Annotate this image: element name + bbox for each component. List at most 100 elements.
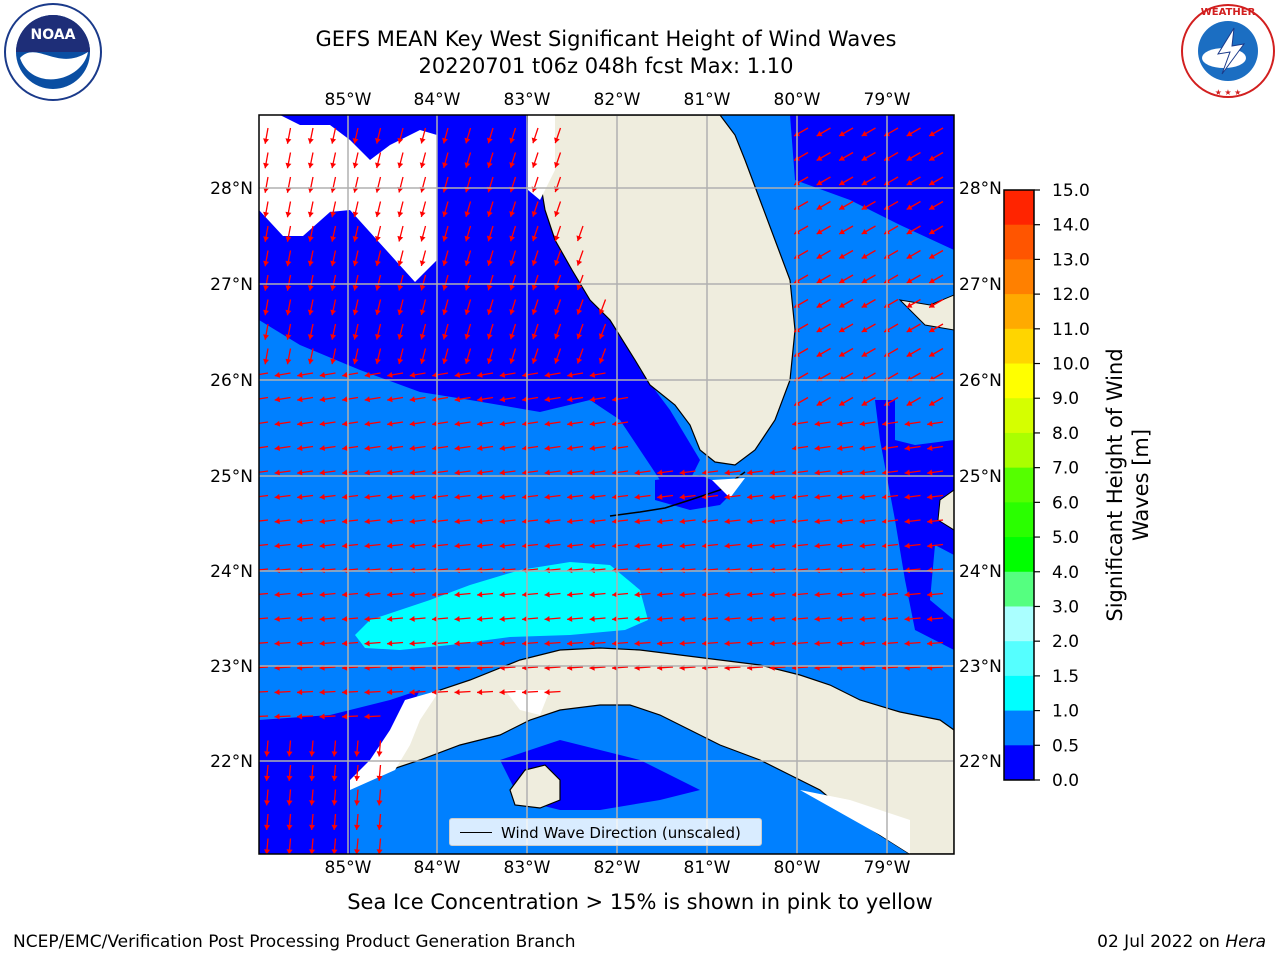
wave-direction-arrowhead	[882, 420, 888, 427]
wave-direction-arrowhead	[814, 493, 820, 500]
colorbar-tick-label: 1.0	[1052, 702, 1079, 722]
wave-band-00-05-northeast	[790, 115, 954, 250]
wave-direction-arrowhead	[554, 210, 560, 217]
wave-direction-arrowhead	[252, 640, 257, 646]
wave-direction-arrowhead	[286, 849, 293, 854]
wave-direction-arrowhead	[531, 357, 538, 364]
wave-direction-arrowhead	[374, 211, 381, 218]
wave-direction-arrowhead	[679, 615, 685, 622]
wave-direction-arrowhead	[747, 640, 753, 647]
wave-direction-arrowhead	[612, 640, 618, 647]
wave-direction-arrowhead	[679, 518, 685, 525]
wave-direction-arrowhead	[477, 518, 483, 525]
wave-direction-arrowhead	[409, 689, 415, 696]
wave-direction-arrowhead	[285, 138, 292, 144]
wave-direction-arrowhead	[499, 371, 506, 378]
wave-direction-arrowhead	[252, 396, 257, 402]
wave-direction-arrowhead	[904, 640, 910, 647]
wave-direction-arrowhead	[486, 284, 493, 291]
colorbar-tick-label: 12.0	[1052, 285, 1090, 305]
wave-direction-arrowhead	[387, 542, 393, 549]
wave-direction-arrowhead	[499, 445, 506, 452]
wave-direction-arrowhead	[374, 358, 381, 365]
wave-direction-arrowhead	[837, 493, 843, 500]
wave-direction-arrowhead	[297, 420, 303, 427]
wave-direction-arrowhead	[859, 591, 865, 598]
wave-direction-arrowhead	[297, 493, 303, 500]
colorbar-segment	[1004, 432, 1034, 469]
wave-direction-arrowhead	[816, 228, 823, 235]
map-frame	[258, 114, 955, 855]
wave-direction-arrowhead	[612, 445, 618, 452]
wave-direction-arrowhead	[567, 469, 573, 476]
wave-direction-arrowhead	[861, 400, 868, 406]
lon-label: 84°W	[414, 858, 461, 878]
lon-label: 84°W	[414, 90, 461, 110]
colorbar-segment	[1004, 363, 1034, 399]
wave-direction-arrow	[259, 568, 269, 571]
wave-direction-arrowhead	[352, 162, 359, 169]
wave-direction-arrowhead	[702, 542, 708, 549]
wave-direction-arrowhead	[499, 469, 506, 476]
wave-direction-arrowhead	[454, 445, 461, 452]
lat-label: 28°N	[959, 179, 1002, 199]
wave-direction-arrowhead	[724, 469, 731, 476]
wave-direction-arrowhead	[576, 259, 583, 266]
wave-direction-arrowhead	[285, 236, 292, 242]
wave-direction-arrow	[259, 690, 269, 693]
lat-label: 24°N	[959, 562, 1002, 582]
wave-direction-arrowhead	[342, 420, 348, 427]
wave-direction-arrowhead	[486, 260, 493, 266]
map-gridlines	[259, 115, 954, 854]
wave-direction-arrowhead	[319, 371, 326, 378]
wave-direction-arrowhead	[307, 138, 314, 144]
wave-direction-arrowhead	[364, 713, 370, 720]
wave-direction-arrowhead	[264, 800, 271, 806]
wave-direction-arrowhead	[634, 615, 640, 622]
colorbar-segment	[1004, 675, 1034, 712]
wave-direction-arrowhead	[454, 689, 460, 696]
wave-direction-arrowhead	[544, 542, 550, 549]
wave-direction-arrowhead	[927, 469, 933, 476]
wave-direction-arrowhead	[499, 518, 505, 525]
wave-direction-arrowhead	[454, 640, 460, 647]
wave-direction-arrowhead	[454, 420, 461, 427]
wave-direction-arrowhead	[702, 615, 708, 622]
wave-direction-arrowhead	[576, 235, 583, 242]
wave-direction-arrowhead	[454, 615, 460, 622]
wave-direction-arrowhead	[331, 824, 338, 830]
wave-direction-arrowhead	[657, 518, 663, 525]
wave-direction-arrowhead	[285, 334, 292, 340]
wave-direction-arrowhead	[927, 493, 933, 500]
wave-direction-arrowhead	[576, 357, 583, 364]
wave-direction-arrow	[259, 372, 269, 376]
wave-direction-arrowhead	[387, 615, 393, 622]
wave-direction-arrowhead	[522, 493, 528, 500]
wave-direction-arrowhead	[374, 162, 381, 169]
wave-direction-arrowhead	[454, 493, 460, 500]
wave-direction-arrowhead	[589, 493, 595, 500]
wave-direction-arrowhead	[352, 334, 359, 340]
wave-direction-arrowhead	[352, 260, 359, 267]
wave-direction-arrowhead	[509, 162, 516, 168]
wave-direction-arrowhead	[544, 371, 551, 378]
wave-direction-arrowhead	[816, 130, 823, 137]
wave-direction-arrowhead	[307, 309, 314, 316]
wave-direction-arrowhead	[839, 228, 845, 235]
wave-direction-arrowhead	[769, 615, 775, 622]
lon-label: 83°W	[504, 858, 551, 878]
wave-direction-arrowhead	[531, 308, 538, 315]
wave-direction-arrowhead	[352, 211, 359, 218]
wave-direction-arrowhead	[859, 542, 865, 549]
wave-direction-arrowhead	[634, 542, 640, 549]
wave-direction-arrowhead	[274, 518, 280, 525]
wave-direction-arrowhead	[319, 420, 326, 427]
wave-direction-arrowhead	[589, 445, 596, 452]
wave-direction-arrow	[259, 470, 269, 473]
wave-direction-arrow	[259, 396, 269, 400]
wave-direction-arrowhead	[432, 640, 438, 647]
wave-direction-arrowhead	[409, 371, 416, 378]
lat-label: 26°N	[959, 371, 1002, 391]
wave-direction-arrowhead	[364, 640, 370, 647]
wave-direction-arrowhead	[612, 420, 618, 427]
